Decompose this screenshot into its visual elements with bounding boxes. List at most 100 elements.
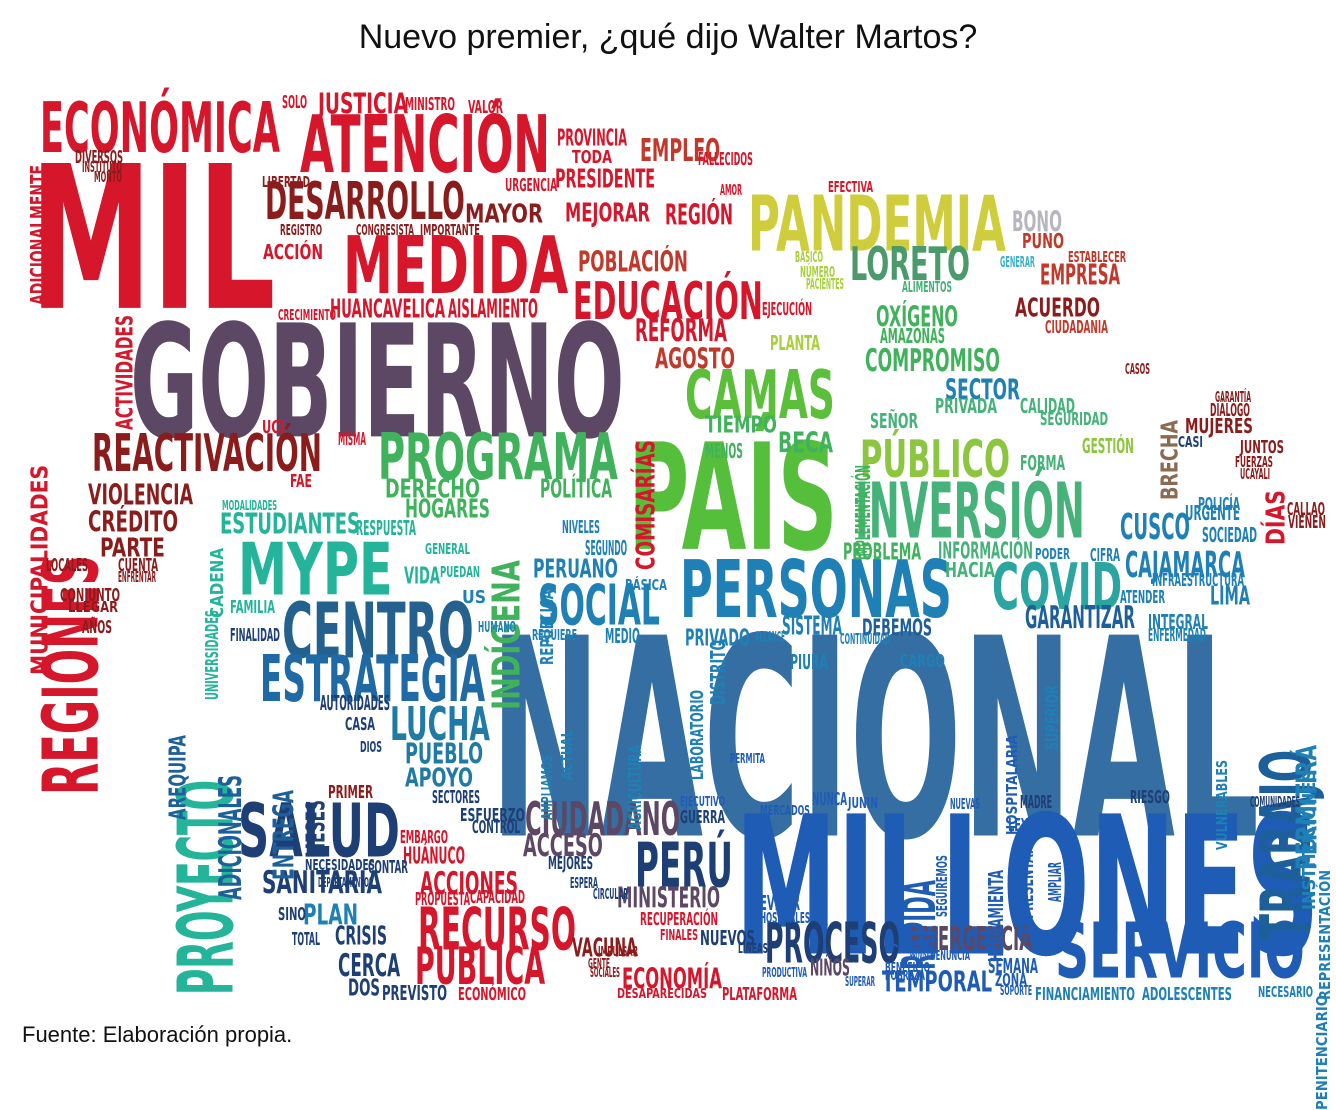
cloud-word: CUSCO — [1120, 505, 1190, 548]
cloud-word: BONO — [1012, 205, 1062, 239]
cloud-word: UCI — [262, 416, 284, 438]
cloud-word: MUJERES — [1185, 414, 1253, 439]
cloud-word: PACIENTES — [806, 274, 844, 293]
cloud-word: TOTAL — [292, 928, 320, 950]
cloud-word: INVERSIÓN — [855, 466, 1085, 557]
cloud-word: CASA — [345, 713, 376, 735]
cloud-word: EMPRESA — [1040, 258, 1121, 292]
cloud-word: DESARROLLO — [265, 170, 465, 231]
cloud-word: CASI — [1178, 432, 1204, 451]
cloud-word: RIESGO — [1130, 786, 1170, 808]
cloud-word: INFORMACIÓN — [938, 536, 1034, 564]
cloud-word: PENITENCIARIO — [1312, 994, 1331, 1110]
cloud-word: MEDIDA — [343, 219, 569, 313]
cloud-word: PROGRAMA — [378, 418, 618, 494]
cloud-word: MEJORAR — [565, 197, 651, 228]
cloud-word: ACCIÓN — [263, 240, 323, 265]
chart-title: Nuevo premier, ¿qué dijo Walter Martos? — [358, 18, 978, 56]
cloud-word: DENUNCIA — [930, 947, 970, 963]
cloud-word: REGIÓN — [665, 198, 734, 232]
cloud-word: LOCALES — [46, 554, 88, 576]
cloud-word: DESAPARECIDAS — [617, 985, 707, 1001]
cloud-word: URGENCIA — [505, 174, 558, 196]
cloud-word: EJECUTIVO — [680, 793, 726, 809]
cloud-word: PÚBLICO — [860, 428, 1011, 489]
cloud-word: FINANCIAMIENTO — [1035, 983, 1135, 1005]
cloud-word: PRIVADO — [685, 623, 750, 651]
cloud-word: UCAYALI — [1240, 464, 1270, 483]
cloud-word: LUCHA — [390, 696, 490, 751]
cloud-word: LORETO — [850, 236, 970, 291]
cloud-word: VIENEN — [1288, 511, 1326, 533]
cloud-word: ENTREGA — [267, 790, 301, 880]
cloud-word: LLEGAR — [68, 597, 119, 616]
cloud-word: PRIVADA — [935, 394, 997, 419]
cloud-word: PROCESO — [765, 910, 901, 977]
cloud-word: NECESIDADES — [305, 855, 375, 874]
cloud-word: INTEGRAL — [1148, 610, 1208, 635]
cloud-word: LEY — [1008, 814, 1029, 836]
cloud-word: EMBARGO — [400, 826, 448, 848]
cloud-word: AUTORIDADES — [320, 691, 390, 716]
cloud-word: ESTABLECER — [1068, 247, 1127, 266]
cloud-word: RECUPERACIÓN — [640, 908, 718, 930]
cloud-word: US — [462, 586, 487, 608]
cloud-word: GARANTIZAR — [1025, 599, 1135, 636]
cloud-word: ADOLESCENTES — [1142, 983, 1233, 1005]
cloud-word: CONTAR — [368, 856, 408, 878]
cloud-word: HERRAMIENTA — [984, 869, 1009, 962]
cloud-word: NUNCA — [812, 788, 848, 810]
cloud-word: AMPLIAR — [1044, 862, 1066, 902]
cloud-word: PÚBLICA — [415, 935, 546, 996]
cloud-word: NECESARIO — [1258, 982, 1314, 1001]
cloud-word: AREQUIPA — [163, 735, 191, 820]
cloud-word: AMPLIAMOS — [537, 754, 556, 820]
cloud-word: FAE — [290, 470, 312, 492]
cloud-word: ESTUDIANTES — [220, 507, 360, 541]
cloud-word: CRÉDITO — [88, 505, 179, 539]
cloud-word: FAMILIA — [230, 596, 276, 618]
cloud-word: REPRESENTAN — [1016, 844, 1038, 935]
cloud-word: ACTUAL — [557, 729, 576, 780]
cloud-word: SERVICIO — [1055, 906, 1305, 997]
cloud-word: LÍNEAS — [738, 940, 769, 956]
cloud-word: FORMA — [1020, 451, 1066, 476]
cloud-word: PARTE — [100, 532, 165, 563]
cloud-word: EFECTIVA — [828, 177, 873, 196]
cloud-word: SUPERAR — [845, 973, 875, 989]
cloud-word: ADICIONALES — [212, 774, 249, 900]
cloud-word: MINISTRO — [405, 93, 455, 115]
cloud-word: BÁSICA — [625, 575, 667, 594]
cloud-word: MONTO — [94, 167, 123, 186]
cloud-word: PANDEMIA — [748, 179, 1006, 270]
cloud-word: AMOR — [720, 180, 742, 199]
cloud-word: COMPROMISO — [865, 342, 1000, 379]
cloud-word: SALUD — [238, 786, 400, 874]
cloud-word: HOGARES — [405, 493, 490, 524]
cloud-word: INFRAESTRUCTURA — [1152, 569, 1245, 591]
cloud-word: URGENTE — [1185, 501, 1240, 526]
cloud-word: POBREZA — [885, 967, 925, 983]
cloud-word: SUPERIOR — [1041, 685, 1063, 750]
cloud-word: CASOS — [1125, 359, 1150, 378]
cloud-word: IMPORTANTE — [420, 220, 480, 239]
cloud-word: MILLONES — [735, 774, 1320, 1000]
cloud-word: BECA — [778, 426, 834, 460]
cloud-word: CIUDADANO — [525, 791, 681, 846]
cloud-word: BENEFICIO — [885, 959, 931, 975]
cloud-word: REQUIERE — [532, 625, 578, 644]
cloud-word: PLANTA — [770, 331, 821, 356]
cloud-word: GENERAL — [425, 539, 470, 558]
cloud-word: PERSONAS — [680, 543, 952, 637]
cloud-word: ENFRENTAR — [118, 567, 156, 586]
cloud-word: AISLAMIENTO — [448, 293, 538, 324]
cloud-word: FINALIDAD — [230, 624, 280, 646]
cloud-word: MAYOR — [465, 198, 544, 229]
cloud-word: LIBERTAD — [262, 172, 311, 191]
cloud-word: ACTIVIDADES — [110, 315, 138, 430]
cloud-word: VIOLENCIA — [88, 478, 194, 512]
cloud-word: POLICÍA — [1198, 493, 1241, 515]
cloud-word: MESES — [300, 799, 331, 858]
cloud-word: SOCIAL — [538, 572, 660, 639]
source-note: Fuente: Elaboración propia. — [22, 1022, 293, 1047]
